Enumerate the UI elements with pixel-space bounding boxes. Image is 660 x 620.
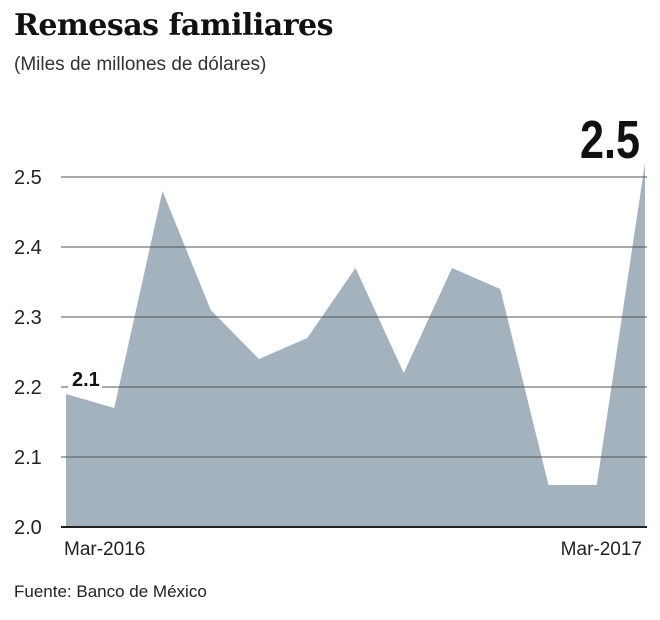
y-tick-label: 2.4 xyxy=(14,237,42,259)
y-tick-label: 2.0 xyxy=(14,517,42,539)
source-note: Fuente: Banco de México xyxy=(14,582,207,601)
y-tick-label: 2.1 xyxy=(14,447,42,469)
y-tick-label: 2.2 xyxy=(14,377,42,399)
annotation-bg xyxy=(68,368,102,390)
x-tick-label: Mar-2016 xyxy=(64,539,145,560)
area-series xyxy=(66,163,645,527)
chart-subtitle: (Miles de millones de dólares) xyxy=(14,54,267,75)
last-value-label: 2.5 xyxy=(580,111,640,171)
chart-title: Remesas familiares xyxy=(14,8,334,43)
first-value-label: 2.1 xyxy=(72,369,100,391)
y-tick-label: 2.3 xyxy=(14,307,42,329)
y-tick-label: 2.5 xyxy=(14,167,42,189)
x-tick-label: Mar-2017 xyxy=(561,539,642,560)
